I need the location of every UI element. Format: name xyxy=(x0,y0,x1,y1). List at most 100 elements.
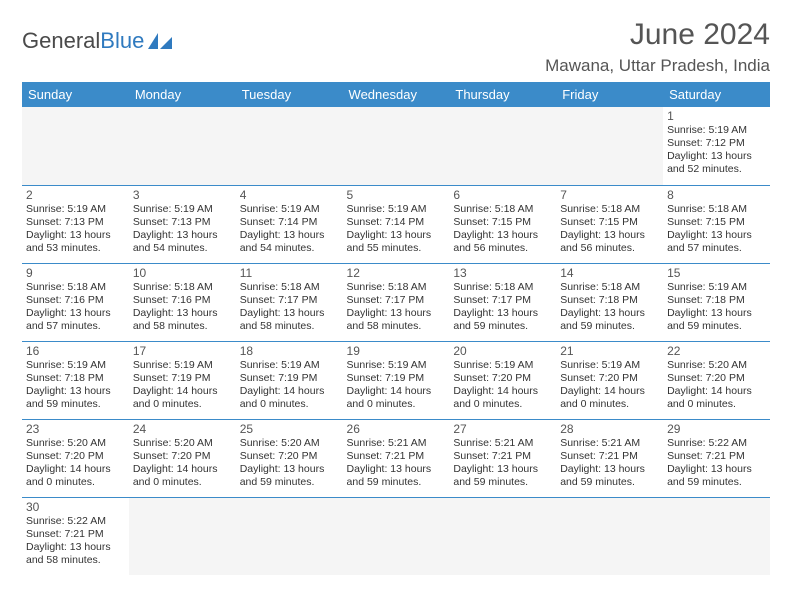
sunset-line: Sunset: 7:20 PM xyxy=(453,372,552,385)
sunset-line: Sunset: 7:20 PM xyxy=(133,450,232,463)
calendar-cell: 5Sunrise: 5:19 AMSunset: 7:14 PMDaylight… xyxy=(343,185,450,263)
daylight-line: Daylight: 13 hours and 57 minutes. xyxy=(26,307,125,333)
sunrise-line: Sunrise: 5:19 AM xyxy=(240,203,339,216)
day-number: 5 xyxy=(347,188,446,202)
calendar-cell: 15Sunrise: 5:19 AMSunset: 7:18 PMDayligh… xyxy=(663,263,770,341)
sunset-line: Sunset: 7:21 PM xyxy=(26,528,125,541)
sunrise-line: Sunrise: 5:19 AM xyxy=(240,359,339,372)
calendar-body: 1Sunrise: 5:19 AMSunset: 7:12 PMDaylight… xyxy=(22,107,770,575)
sunset-line: Sunset: 7:14 PM xyxy=(347,216,446,229)
day-number: 12 xyxy=(347,266,446,280)
day-number: 30 xyxy=(26,500,125,514)
sunset-line: Sunset: 7:21 PM xyxy=(453,450,552,463)
day-number: 18 xyxy=(240,344,339,358)
sunrise-line: Sunrise: 5:19 AM xyxy=(347,359,446,372)
daylight-line: Daylight: 13 hours and 59 minutes. xyxy=(560,463,659,489)
daylight-line: Daylight: 13 hours and 55 minutes. xyxy=(347,229,446,255)
day-number: 3 xyxy=(133,188,232,202)
sunset-line: Sunset: 7:15 PM xyxy=(667,216,766,229)
sunrise-line: Sunrise: 5:20 AM xyxy=(133,437,232,450)
sunset-line: Sunset: 7:16 PM xyxy=(26,294,125,307)
day-number: 14 xyxy=(560,266,659,280)
sunrise-line: Sunrise: 5:21 AM xyxy=(453,437,552,450)
sunrise-line: Sunrise: 5:18 AM xyxy=(347,281,446,294)
sunrise-line: Sunrise: 5:19 AM xyxy=(560,359,659,372)
calendar-week: 30Sunrise: 5:22 AMSunset: 7:21 PMDayligh… xyxy=(22,497,770,575)
daylight-line: Daylight: 13 hours and 57 minutes. xyxy=(667,229,766,255)
sunset-line: Sunset: 7:21 PM xyxy=(667,450,766,463)
calendar-head: SundayMondayTuesdayWednesdayThursdayFrid… xyxy=(22,82,770,107)
calendar-cell: 9Sunrise: 5:18 AMSunset: 7:16 PMDaylight… xyxy=(22,263,129,341)
calendar-cell: 3Sunrise: 5:19 AMSunset: 7:13 PMDaylight… xyxy=(129,185,236,263)
calendar-cell: 23Sunrise: 5:20 AMSunset: 7:20 PMDayligh… xyxy=(22,419,129,497)
sunrise-line: Sunrise: 5:18 AM xyxy=(560,203,659,216)
day-number: 17 xyxy=(133,344,232,358)
calendar-cell: 18Sunrise: 5:19 AMSunset: 7:19 PMDayligh… xyxy=(236,341,343,419)
calendar-cell: 6Sunrise: 5:18 AMSunset: 7:15 PMDaylight… xyxy=(449,185,556,263)
sunset-line: Sunset: 7:18 PM xyxy=(26,372,125,385)
daylight-line: Daylight: 13 hours and 58 minutes. xyxy=(240,307,339,333)
calendar-week: 23Sunrise: 5:20 AMSunset: 7:20 PMDayligh… xyxy=(22,419,770,497)
daylight-line: Daylight: 13 hours and 56 minutes. xyxy=(560,229,659,255)
sunrise-line: Sunrise: 5:19 AM xyxy=(133,203,232,216)
sunrise-line: Sunrise: 5:21 AM xyxy=(560,437,659,450)
sunrise-line: Sunrise: 5:20 AM xyxy=(240,437,339,450)
sunrise-line: Sunrise: 5:19 AM xyxy=(133,359,232,372)
logo-text-1: General xyxy=(22,28,100,53)
daylight-line: Daylight: 14 hours and 0 minutes. xyxy=(240,385,339,411)
day-number: 4 xyxy=(240,188,339,202)
calendar-cell: 29Sunrise: 5:22 AMSunset: 7:21 PMDayligh… xyxy=(663,419,770,497)
logo-text-2: Blue xyxy=(100,28,144,53)
calendar-cell xyxy=(663,497,770,575)
day-number: 28 xyxy=(560,422,659,436)
sunrise-line: Sunrise: 5:18 AM xyxy=(453,281,552,294)
day-number: 13 xyxy=(453,266,552,280)
day-number: 22 xyxy=(667,344,766,358)
calendar-cell: 13Sunrise: 5:18 AMSunset: 7:17 PMDayligh… xyxy=(449,263,556,341)
day-number: 9 xyxy=(26,266,125,280)
day-header: Monday xyxy=(129,82,236,107)
calendar-cell: 24Sunrise: 5:20 AMSunset: 7:20 PMDayligh… xyxy=(129,419,236,497)
calendar-cell xyxy=(343,497,450,575)
daylight-line: Daylight: 13 hours and 59 minutes. xyxy=(667,307,766,333)
sunset-line: Sunset: 7:21 PM xyxy=(560,450,659,463)
calendar-cell: 16Sunrise: 5:19 AMSunset: 7:18 PMDayligh… xyxy=(22,341,129,419)
header: GeneralBlue June 2024 Mawana, Uttar Prad… xyxy=(22,18,770,76)
daylight-line: Daylight: 13 hours and 56 minutes. xyxy=(453,229,552,255)
sunset-line: Sunset: 7:18 PM xyxy=(560,294,659,307)
calendar-cell xyxy=(236,497,343,575)
day-number: 16 xyxy=(26,344,125,358)
sunset-line: Sunset: 7:20 PM xyxy=(560,372,659,385)
calendar: SundayMondayTuesdayWednesdayThursdayFrid… xyxy=(22,82,770,575)
calendar-cell: 27Sunrise: 5:21 AMSunset: 7:21 PMDayligh… xyxy=(449,419,556,497)
calendar-cell: 7Sunrise: 5:18 AMSunset: 7:15 PMDaylight… xyxy=(556,185,663,263)
calendar-cell xyxy=(556,107,663,185)
sunset-line: Sunset: 7:16 PM xyxy=(133,294,232,307)
daylight-line: Daylight: 14 hours and 0 minutes. xyxy=(347,385,446,411)
sunset-line: Sunset: 7:17 PM xyxy=(453,294,552,307)
sunrise-line: Sunrise: 5:19 AM xyxy=(347,203,446,216)
title-block: June 2024 Mawana, Uttar Pradesh, India xyxy=(545,18,770,76)
daylight-line: Daylight: 13 hours and 59 minutes. xyxy=(347,463,446,489)
day-header: Friday xyxy=(556,82,663,107)
sunset-line: Sunset: 7:19 PM xyxy=(347,372,446,385)
calendar-cell: 14Sunrise: 5:18 AMSunset: 7:18 PMDayligh… xyxy=(556,263,663,341)
calendar-cell: 26Sunrise: 5:21 AMSunset: 7:21 PMDayligh… xyxy=(343,419,450,497)
calendar-cell: 17Sunrise: 5:19 AMSunset: 7:19 PMDayligh… xyxy=(129,341,236,419)
day-header: Sunday xyxy=(22,82,129,107)
calendar-cell: 30Sunrise: 5:22 AMSunset: 7:21 PMDayligh… xyxy=(22,497,129,575)
daylight-line: Daylight: 13 hours and 59 minutes. xyxy=(240,463,339,489)
sunset-line: Sunset: 7:15 PM xyxy=(560,216,659,229)
sunset-line: Sunset: 7:19 PM xyxy=(240,372,339,385)
daylight-line: Daylight: 14 hours and 0 minutes. xyxy=(667,385,766,411)
sunrise-line: Sunrise: 5:22 AM xyxy=(667,437,766,450)
day-number: 29 xyxy=(667,422,766,436)
sunrise-line: Sunrise: 5:19 AM xyxy=(26,359,125,372)
sunrise-line: Sunrise: 5:19 AM xyxy=(453,359,552,372)
daylight-line: Daylight: 13 hours and 59 minutes. xyxy=(667,463,766,489)
daylight-line: Daylight: 13 hours and 59 minutes. xyxy=(453,463,552,489)
calendar-cell xyxy=(343,107,450,185)
sunrise-line: Sunrise: 5:20 AM xyxy=(667,359,766,372)
day-number: 7 xyxy=(560,188,659,202)
sunrise-line: Sunrise: 5:18 AM xyxy=(560,281,659,294)
